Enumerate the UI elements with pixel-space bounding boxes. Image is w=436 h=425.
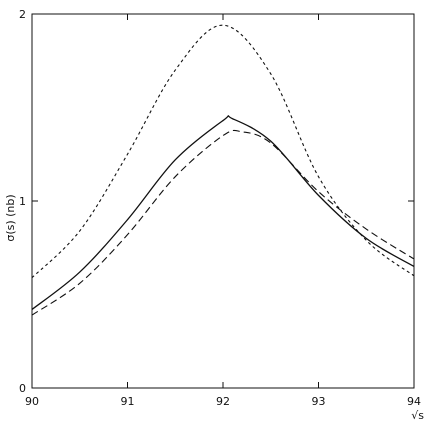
series-line-dotted <box>31 24 415 279</box>
x-tick-label: 92 <box>216 395 230 408</box>
y-axis-title: σ(s) (nb) <box>4 194 17 241</box>
x-tick-label: 91 <box>121 395 135 408</box>
tick-labels: 90 91 92 93 94 0 1 2 <box>19 8 421 408</box>
x-axis-title: √s <box>411 409 424 422</box>
series-line-solid <box>31 115 415 310</box>
series-line-dashed <box>31 129 415 316</box>
x-tick-label: 94 <box>407 395 421 408</box>
axis-ticks <box>31 13 415 389</box>
y-tick-label: 0 <box>19 382 26 395</box>
series-group <box>31 24 415 316</box>
x-tick-label: 93 <box>312 395 326 408</box>
y-tick-label: 2 <box>19 8 26 21</box>
y-tick-label: 1 <box>19 195 26 208</box>
plot-frame <box>31 13 415 389</box>
x-tick-label: 90 <box>25 395 39 408</box>
